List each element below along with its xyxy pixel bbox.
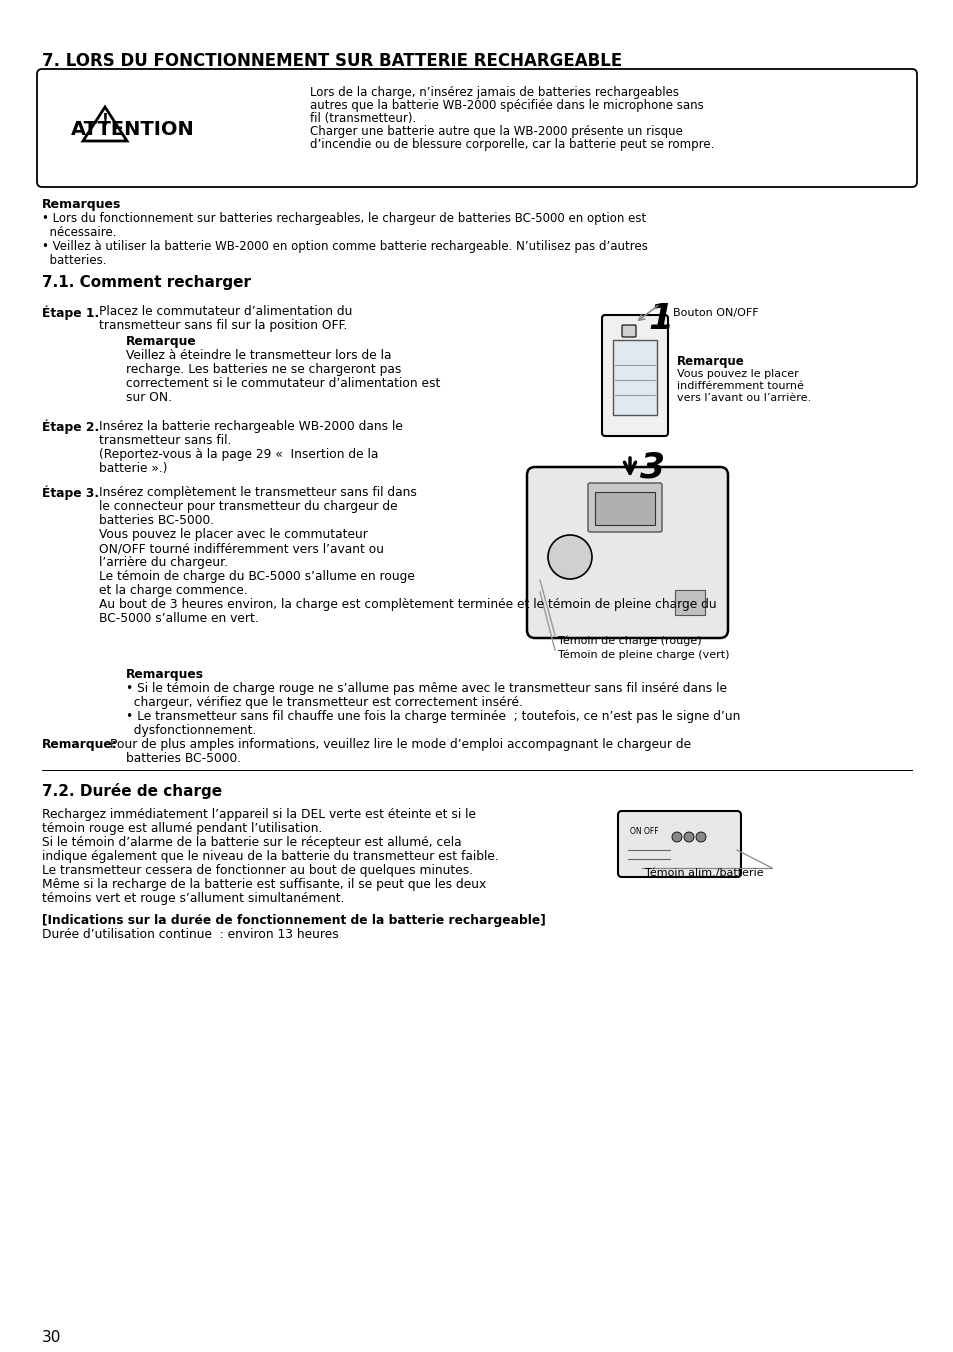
Circle shape (547, 535, 592, 579)
Text: • Le transmetteur sans fil chauffe une fois la charge terminée  ; toutefois, ce : • Le transmetteur sans fil chauffe une f… (126, 710, 740, 723)
Text: indifféremment tourné: indifféremment tourné (677, 381, 803, 391)
Text: 7.1. Comment recharger: 7.1. Comment recharger (42, 274, 251, 289)
FancyBboxPatch shape (601, 315, 667, 435)
Text: • Lors du fonctionnement sur batteries rechargeables, le chargeur de batteries B: • Lors du fonctionnement sur batteries r… (42, 212, 645, 224)
Text: • Veillez à utiliser la batterie WB-2000 en option comme batterie rechargeable. : • Veillez à utiliser la batterie WB-2000… (42, 241, 647, 253)
Text: témoin rouge est allumé pendant l’utilisation.: témoin rouge est allumé pendant l’utilis… (42, 822, 322, 836)
Text: Témoin alim./batterie: Témoin alim./batterie (644, 868, 762, 877)
Text: ON OFF: ON OFF (629, 827, 658, 836)
FancyBboxPatch shape (587, 483, 661, 531)
Text: Le transmetteur cessera de fonctionner au bout de quelques minutes.: Le transmetteur cessera de fonctionner a… (42, 864, 473, 877)
Text: batterie ».): batterie ».) (99, 462, 168, 475)
FancyBboxPatch shape (37, 69, 916, 187)
Text: Remarque: Remarque (126, 335, 196, 347)
Bar (613, 339, 657, 415)
Text: et la charge commence.: et la charge commence. (99, 584, 248, 598)
FancyBboxPatch shape (621, 324, 636, 337)
FancyBboxPatch shape (526, 466, 727, 638)
Bar (595, 492, 655, 525)
Text: transmetteur sans fil sur la position OFF.: transmetteur sans fil sur la position OF… (99, 319, 347, 333)
Text: Étape 2.: Étape 2. (42, 420, 99, 434)
Text: • Si le témoin de charge rouge ne s’allume pas même avec le transmetteur sans fi: • Si le témoin de charge rouge ne s’allu… (126, 681, 726, 695)
Text: Rechargez immédiatement l’appareil si la DEL verte est éteinte et si le: Rechargez immédiatement l’appareil si la… (42, 808, 476, 821)
Text: le connecteur pour transmetteur du chargeur de: le connecteur pour transmetteur du charg… (99, 500, 397, 512)
Text: Vous pouvez le placer: Vous pouvez le placer (677, 369, 798, 379)
Text: Au bout de 3 heures environ, la charge est complètement terminée et le témoin de: Au bout de 3 heures environ, la charge e… (99, 598, 716, 611)
Text: l’arrière du chargeur.: l’arrière du chargeur. (99, 556, 228, 569)
Text: chargeur, vérifiez que le transmetteur est correctement inséré.: chargeur, vérifiez que le transmetteur e… (126, 696, 522, 708)
FancyBboxPatch shape (618, 811, 740, 877)
Text: Remarque: Remarque (677, 356, 744, 368)
Text: Bouton ON/OFF: Bouton ON/OFF (672, 308, 758, 318)
Text: Étape 3.: Étape 3. (42, 485, 99, 500)
Bar (675, 589, 704, 615)
Text: vers l’avant ou l’arrière.: vers l’avant ou l’arrière. (677, 393, 810, 403)
Text: Lors de la charge, n’insérez jamais de batteries rechargeables: Lors de la charge, n’insérez jamais de b… (310, 87, 679, 99)
Text: (Reportez-vous à la page 29 «  Insertion de la: (Reportez-vous à la page 29 « Insertion … (99, 448, 378, 461)
Text: Remarques: Remarques (126, 668, 204, 681)
Circle shape (696, 831, 705, 842)
Text: indique également que le niveau de la batterie du transmetteur est faible.: indique également que le niveau de la ba… (42, 850, 498, 863)
Text: sur ON.: sur ON. (126, 391, 172, 404)
Text: fil (transmetteur).: fil (transmetteur). (310, 112, 416, 124)
Text: Le témoin de charge du BC-5000 s’allume en rouge: Le témoin de charge du BC-5000 s’allume … (99, 571, 415, 583)
Text: Témoin de charge (rouge): Témoin de charge (rouge) (558, 635, 700, 646)
Text: dysfonctionnement.: dysfonctionnement. (126, 725, 256, 737)
Text: Placez le commutateur d’alimentation du: Placez le commutateur d’alimentation du (99, 306, 352, 318)
Text: batteries BC-5000.: batteries BC-5000. (99, 514, 213, 527)
Circle shape (683, 831, 693, 842)
Text: !: ! (101, 114, 109, 128)
Text: Étape 1.: Étape 1. (42, 306, 99, 319)
Text: 7.2. Durée de charge: 7.2. Durée de charge (42, 783, 222, 799)
Text: autres que la batterie WB-2000 spécifiée dans le microphone sans: autres que la batterie WB-2000 spécifiée… (310, 99, 703, 112)
Text: Insérez la batterie rechargeable WB-2000 dans le: Insérez la batterie rechargeable WB-2000… (99, 420, 402, 433)
Text: d’incendie ou de blessure corporelle, car la batterie peut se rompre.: d’incendie ou de blessure corporelle, ca… (310, 138, 714, 151)
Text: [Indications sur la durée de fonctionnement de la batterie rechargeable]: [Indications sur la durée de fonctionnem… (42, 914, 545, 927)
Text: Remarques: Remarques (42, 197, 121, 211)
Text: 7. LORS DU FONCTIONNEMENT SUR BATTERIE RECHARGEABLE: 7. LORS DU FONCTIONNEMENT SUR BATTERIE R… (42, 51, 621, 70)
Text: Veillez à éteindre le transmetteur lors de la: Veillez à éteindre le transmetteur lors … (126, 349, 391, 362)
Text: nécessaire.: nécessaire. (42, 226, 116, 239)
Text: BC-5000 s’allume en vert.: BC-5000 s’allume en vert. (99, 612, 258, 625)
Text: 3: 3 (639, 450, 664, 484)
Text: 1: 1 (647, 301, 673, 337)
Text: Remarque:: Remarque: (42, 738, 117, 750)
Text: ON/OFF tourné indifféremment vers l’avant ou: ON/OFF tourné indifféremment vers l’avan… (99, 542, 384, 556)
Text: 30: 30 (42, 1330, 61, 1345)
Circle shape (671, 831, 681, 842)
Text: ATTENTION: ATTENTION (71, 120, 194, 139)
Text: batteries BC-5000.: batteries BC-5000. (126, 752, 241, 765)
Text: Pour de plus amples informations, veuillez lire le mode d’emploi accompagnant le: Pour de plus amples informations, veuill… (110, 738, 690, 750)
Text: Vous pouvez le placer avec le commutateur: Vous pouvez le placer avec le commutateu… (99, 529, 368, 541)
Text: Charger une batterie autre que la WB-2000 présente un risque: Charger une batterie autre que la WB-200… (310, 124, 682, 138)
Text: batteries.: batteries. (42, 254, 107, 266)
Text: Témoin de pleine charge (vert): Témoin de pleine charge (vert) (558, 650, 729, 661)
Text: Durée d’utilisation continue  : environ 13 heures: Durée d’utilisation continue : environ 1… (42, 927, 338, 941)
Text: Même si la recharge de la batterie est suffisante, il se peut que les deux: Même si la recharge de la batterie est s… (42, 877, 486, 891)
Text: correctement si le commutateur d’alimentation est: correctement si le commutateur d’aliment… (126, 377, 440, 389)
Text: transmetteur sans fil.: transmetteur sans fil. (99, 434, 232, 448)
Text: Insérez complètement le transmetteur sans fil dans: Insérez complètement le transmetteur san… (99, 485, 416, 499)
Text: recharge. Les batteries ne se chargeront pas: recharge. Les batteries ne se chargeront… (126, 362, 401, 376)
Text: témoins vert et rouge s’allument simultanément.: témoins vert et rouge s’allument simulta… (42, 892, 344, 904)
Text: Si le témoin d’alarme de la batterie sur le récepteur est allumé, cela: Si le témoin d’alarme de la batterie sur… (42, 836, 461, 849)
